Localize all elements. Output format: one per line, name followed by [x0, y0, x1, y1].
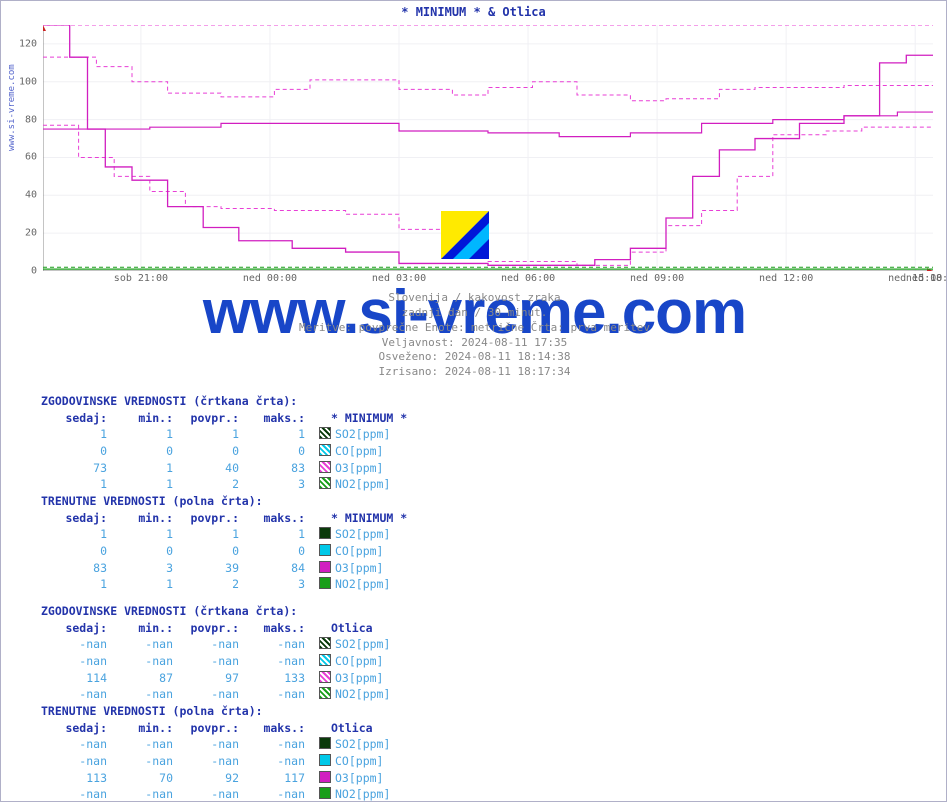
y-tick: 20 — [25, 228, 37, 239]
data-row: 1123NO2[ppm] — [41, 476, 407, 493]
section-title: TRENUTNE VREDNOSTI (polna črta): — [41, 493, 407, 510]
legend-swatch-icon — [319, 527, 331, 539]
meta-line: Veljavnost: 2024-08-11 17:35 — [1, 336, 947, 351]
data-row: 0000CO[ppm] — [41, 543, 407, 560]
y-tick-labels: 020406080100120 — [1, 25, 41, 271]
legend-swatch-icon — [319, 577, 331, 589]
legend-swatch-icon — [319, 754, 331, 766]
legend-swatch-icon — [319, 444, 331, 456]
legend-swatch-icon — [319, 561, 331, 573]
chart-title: * MINIMUM * & Otlica — [1, 1, 946, 19]
data-row: -nan-nan-nan-nanCO[ppm] — [41, 653, 407, 670]
legend-swatch-icon — [319, 687, 331, 699]
data-row: -nan-nan-nan-nanSO2[ppm] — [41, 636, 407, 653]
x-tick: ned 06:00 — [501, 273, 555, 284]
data-row: 1111SO2[ppm] — [41, 426, 407, 443]
legend-swatch-icon — [319, 654, 331, 666]
meta-line: Meritve: povprečne Enote: metrične Črta:… — [1, 321, 947, 336]
data-row: -nan-nan-nan-nanCO[ppm] — [41, 753, 407, 770]
section-header-row: sedaj:min.:povpr.:maks.:* MINIMUM * — [41, 510, 407, 527]
meta-line: Osveženo: 2024-08-11 18:14:38 — [1, 350, 947, 365]
legend-swatch-icon — [319, 544, 331, 556]
chart-meta-block: Slovenija / kakovost zrakazadnji dan / 3… — [1, 291, 947, 380]
section-title: ZGODOVINSKE VREDNOSTI (črtkana črta): — [41, 603, 407, 620]
x-tick: ned 03:00 — [372, 273, 426, 284]
data-row: 1123NO2[ppm] — [41, 576, 407, 593]
site-logo-icon — [441, 211, 489, 259]
data-row: 1137092117O3[ppm] — [41, 770, 407, 787]
legend-swatch-icon — [319, 637, 331, 649]
legend-swatch-icon — [319, 771, 331, 783]
y-tick: 80 — [25, 114, 37, 125]
legend-swatch-icon — [319, 787, 331, 799]
y-tick: 40 — [25, 190, 37, 201]
x-tick: ned 00:00 — [243, 273, 297, 284]
data-row: 1111SO2[ppm] — [41, 526, 407, 543]
data-row: 7314083O3[ppm] — [41, 460, 407, 477]
legend-swatch-icon — [319, 427, 331, 439]
section-title: ZGODOVINSKE VREDNOSTI (črtkana črta): — [41, 393, 407, 410]
x-tick: ned 09:00 — [630, 273, 684, 284]
data-row: -nan-nan-nan-nanSO2[ppm] — [41, 736, 407, 753]
chart-frame: * MINIMUM * & Otlica www.si-vreme.com 02… — [0, 0, 947, 802]
data-tables: ZGODOVINSKE VREDNOSTI (črtkana črta):sed… — [41, 393, 407, 803]
y-tick: 0 — [31, 266, 37, 277]
legend-swatch-icon — [319, 671, 331, 683]
x-tick: sob 21:00 — [114, 273, 168, 284]
section-title: TRENUTNE VREDNOSTI (polna črta): — [41, 703, 407, 720]
data-row: 1148797133O3[ppm] — [41, 670, 407, 687]
x-tick-labels: sob 21:00 ned 00:00 ned 03:00 ned 06:00 ned … — [43, 273, 933, 287]
section-header-row: sedaj:min.:povpr.:maks.:Otlica — [41, 620, 407, 637]
section-header-row: sedaj:min.:povpr.:maks.:Otlica — [41, 720, 407, 737]
meta-line: zadnji dan / 30 minut. — [1, 306, 947, 321]
y-tick: 60 — [25, 152, 37, 163]
legend-swatch-icon — [319, 737, 331, 749]
x-tick: ned 12:00 — [759, 273, 813, 284]
y-tick: 100 — [19, 76, 37, 87]
x-tick: ned 18:00 — [906, 273, 947, 284]
y-tick: 120 — [19, 38, 37, 49]
data-row: -nan-nan-nan-nanNO2[ppm] — [41, 686, 407, 703]
data-row: 8333984O3[ppm] — [41, 560, 407, 577]
section-header-row: sedaj:min.:povpr.:maks.:* MINIMUM * — [41, 410, 407, 427]
data-row: 0000CO[ppm] — [41, 443, 407, 460]
meta-line: Slovenija / kakovost zraka — [1, 291, 947, 306]
meta-line: Izrisano: 2024-08-11 18:17:34 — [1, 365, 947, 380]
data-row: -nan-nan-nan-nanNO2[ppm] — [41, 786, 407, 803]
legend-swatch-icon — [319, 477, 331, 489]
legend-swatch-icon — [319, 461, 331, 473]
